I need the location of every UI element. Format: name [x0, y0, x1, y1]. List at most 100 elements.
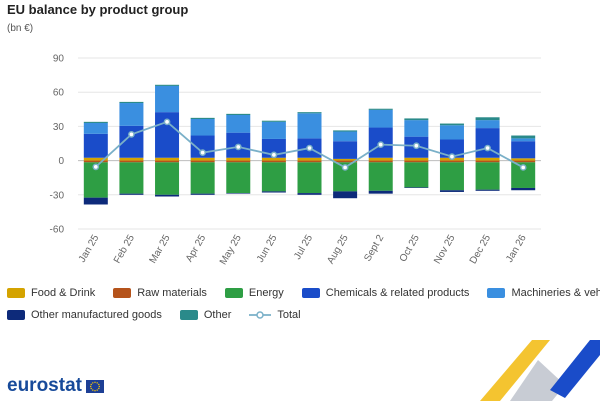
total-point — [484, 144, 491, 152]
chart-title: EU balance by product group — [7, 2, 189, 17]
bar-segment — [155, 162, 180, 195]
legend-item[interactable]: Food & Drink — [7, 287, 95, 299]
bar-segment — [119, 157, 144, 161]
legend-item[interactable]: Other — [179, 309, 232, 321]
bar-segment — [261, 120, 286, 122]
total-point — [341, 164, 349, 171]
bar-segment — [190, 193, 215, 195]
bar-segment — [404, 160, 429, 163]
total-point — [412, 142, 420, 150]
bar-segment — [511, 141, 536, 159]
bar-segment — [439, 190, 464, 192]
bar-segment — [439, 125, 464, 140]
legend-swatch — [301, 288, 320, 298]
bar-segment — [333, 158, 358, 161]
bar-segment — [297, 162, 322, 194]
bar-segment — [155, 157, 180, 161]
bar-segment — [439, 139, 464, 158]
bar-segment — [475, 162, 500, 190]
x-tick-label: Jan 25 — [77, 233, 102, 265]
legend-item[interactable]: Raw materials — [113, 287, 207, 299]
bar-segment — [226, 157, 251, 161]
legend-row: Other manufactured goods Other Total — [7, 304, 597, 326]
bar-segment — [83, 157, 108, 161]
bar-segment — [155, 194, 180, 197]
legend-swatch — [7, 288, 25, 298]
bar-segment — [368, 157, 393, 161]
total-point — [199, 149, 207, 156]
bar-segment — [119, 193, 144, 195]
total-point — [163, 118, 171, 126]
legend-label: Other — [203, 309, 232, 321]
eurostat-logo: eurostat — [7, 375, 104, 397]
bar-segment — [226, 115, 251, 133]
bar-segment — [119, 101, 144, 104]
bar-segment — [297, 160, 322, 163]
bar-segment — [190, 118, 215, 136]
bar-segment — [261, 191, 286, 193]
legend-item[interactable]: Energy — [224, 287, 284, 299]
legend-swatch — [224, 288, 243, 298]
x-tick-label: Apr 25 — [184, 233, 208, 264]
bar-segment — [261, 160, 286, 163]
bar-segment — [368, 108, 393, 110]
legend-item[interactable]: Machineries & vehicles — [487, 287, 600, 299]
bar-segment — [297, 112, 322, 114]
x-tick-label: Nov 25 — [432, 233, 458, 266]
bar-segment — [511, 187, 536, 191]
bar-segment — [261, 162, 286, 192]
legend-item[interactable]: Other manufactured goods — [7, 309, 162, 321]
total-point — [234, 143, 242, 151]
bar-segment — [83, 160, 108, 163]
bar-segment — [404, 187, 429, 188]
bar-segment — [155, 84, 180, 86]
total-point — [92, 163, 100, 171]
bar-segment — [511, 135, 536, 139]
total-point — [448, 153, 456, 160]
total-point — [306, 144, 313, 152]
bar-segment — [226, 113, 251, 115]
y-tick-label: 90 — [53, 54, 65, 65]
bar-segment — [475, 189, 500, 191]
x-tick-label: Jul 25 — [292, 233, 315, 262]
legend: Food & Drink Raw materials Energy Chemicals… — [7, 282, 600, 326]
bar-segment — [475, 160, 500, 163]
bar-segment — [297, 113, 322, 139]
eu-flag-icon — [85, 379, 104, 393]
brand-name: eurostat — [7, 375, 82, 396]
x-tick-label: Aug 25 — [325, 233, 351, 266]
bar-segment — [297, 193, 322, 195]
total-point — [128, 131, 135, 138]
y-tick-label: 30 — [53, 122, 65, 133]
legend-item[interactable]: Chemicals & related products — [301, 287, 469, 299]
bar-segment — [404, 118, 429, 121]
bar-segment — [368, 190, 393, 194]
bar-segment — [368, 162, 393, 191]
bar-chart: -60 -30 0 30 60 90 Jan 25 Feb 25 Mar 25 Apr 25 May… — [50, 54, 541, 267]
y-tick-label: 60 — [53, 88, 65, 99]
bar-segment — [333, 191, 358, 199]
legend-swatch — [7, 310, 25, 320]
bar-segment — [333, 131, 358, 142]
bar-segment — [439, 123, 464, 126]
bar-segment — [119, 103, 144, 126]
bar-segment — [511, 158, 536, 161]
decorative-ribbon — [480, 340, 600, 401]
bar-segment — [404, 157, 429, 161]
x-tick-label: Jun 25 — [255, 233, 280, 265]
bar-segment — [190, 117, 215, 119]
bar-segment — [368, 109, 393, 128]
legend-item[interactable]: Total — [249, 309, 301, 321]
legend-line-icon — [249, 311, 272, 319]
bar-segment — [333, 130, 358, 132]
bar-segment — [155, 160, 180, 163]
bar-segment — [475, 117, 500, 121]
legend-swatch — [487, 288, 506, 298]
total-point — [270, 151, 278, 159]
legend-swatch — [179, 310, 198, 320]
bar-segment — [404, 120, 429, 137]
legend-label: Other manufactured goods — [31, 309, 162, 321]
x-tick-label: Sept 2 — [362, 233, 386, 264]
bar-segment — [439, 160, 464, 163]
x-tick-label: Dec 25 — [468, 233, 494, 266]
